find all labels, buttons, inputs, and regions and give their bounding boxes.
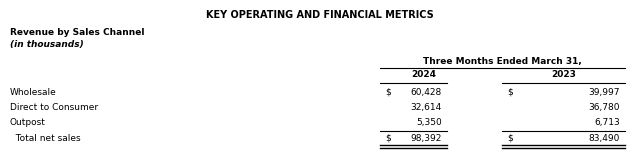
- Text: 60,428: 60,428: [411, 88, 442, 97]
- Text: 2024: 2024: [411, 70, 436, 79]
- Text: 39,997: 39,997: [589, 88, 620, 97]
- Text: Outpost: Outpost: [10, 118, 46, 127]
- Text: 98,392: 98,392: [411, 134, 442, 143]
- Text: Wholesale: Wholesale: [10, 88, 57, 97]
- Text: Total net sales: Total net sales: [10, 134, 81, 143]
- Text: $: $: [507, 134, 513, 143]
- Text: $: $: [385, 134, 391, 143]
- Text: 6,713: 6,713: [595, 118, 620, 127]
- Text: 83,490: 83,490: [589, 134, 620, 143]
- Text: Revenue by Sales Channel: Revenue by Sales Channel: [10, 28, 145, 37]
- Text: Three Months Ended March 31,: Three Months Ended March 31,: [423, 57, 582, 66]
- Text: 2023: 2023: [551, 70, 576, 79]
- Text: $: $: [385, 88, 391, 97]
- Text: $: $: [507, 88, 513, 97]
- Text: (in thousands): (in thousands): [10, 40, 84, 49]
- Text: Direct to Consumer: Direct to Consumer: [10, 103, 98, 112]
- Text: 32,614: 32,614: [411, 103, 442, 112]
- Text: KEY OPERATING AND FINANCIAL METRICS: KEY OPERATING AND FINANCIAL METRICS: [206, 10, 434, 20]
- Text: 36,780: 36,780: [589, 103, 620, 112]
- Text: 5,350: 5,350: [416, 118, 442, 127]
